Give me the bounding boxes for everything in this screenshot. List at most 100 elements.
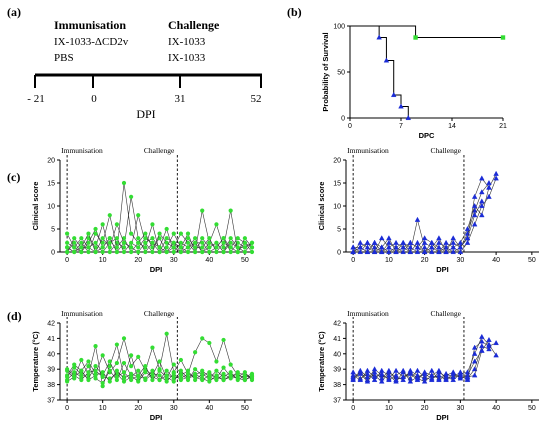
data-point [150, 222, 155, 227]
y-tick-label: 10 [47, 204, 55, 211]
data-point [114, 236, 119, 241]
data-point [386, 376, 392, 382]
data-point [86, 231, 91, 236]
y-tick-label: 15 [47, 181, 55, 188]
y-tick-label: 39 [47, 367, 55, 374]
data-point [107, 249, 112, 255]
data-point [193, 374, 198, 379]
data-point [79, 240, 84, 245]
data-point [121, 376, 127, 381]
data-point [414, 216, 421, 222]
data-point [72, 370, 77, 375]
data-point [379, 235, 385, 241]
data-point [500, 35, 506, 40]
data-point [171, 374, 176, 379]
y-tick-label: 5 [337, 227, 341, 234]
data-point [65, 367, 70, 372]
data-point [242, 373, 247, 378]
data-point [171, 240, 176, 245]
data-point [471, 221, 478, 227]
x-tick-label: 40 [205, 405, 213, 412]
data-point [242, 236, 247, 241]
data-point [249, 374, 255, 379]
data-point [79, 368, 84, 373]
immunisation-annotation: Immunisation [61, 309, 103, 318]
data-point [79, 357, 84, 363]
data-point [393, 239, 399, 245]
x-tick-label: 20 [421, 257, 429, 264]
y-tick-label: 15 [333, 181, 341, 188]
data-point [457, 248, 464, 255]
data-point [178, 373, 183, 378]
data-point [100, 373, 105, 378]
data-point [178, 240, 183, 245]
data-point [114, 374, 119, 379]
data-point [86, 249, 91, 255]
x-tick-label: 7 [399, 123, 403, 130]
data-point [114, 360, 119, 366]
data-point [357, 239, 364, 245]
y-axis-label: Clinical score [31, 182, 40, 231]
data-point [486, 193, 492, 199]
data-point [357, 244, 364, 250]
timeline-row1-challenge: IX-1033 [168, 36, 206, 48]
data-point [429, 244, 435, 250]
x-axis-label: DPI [436, 265, 449, 274]
x-tick-label: 0 [65, 257, 69, 264]
data-point [228, 240, 233, 245]
x-tick-label: 10 [385, 257, 393, 264]
data-point [129, 240, 134, 245]
data-point [436, 372, 442, 378]
data-point [114, 245, 119, 250]
data-point [371, 248, 378, 255]
data-point [107, 240, 112, 245]
data-point [379, 378, 385, 384]
data-point [178, 376, 183, 381]
data-point [150, 249, 155, 255]
data-point [72, 374, 77, 379]
data-point [136, 354, 141, 359]
data-point [421, 235, 428, 241]
data-point [143, 376, 148, 381]
data-point [436, 244, 442, 250]
data-point [65, 379, 70, 384]
x-tick-label: 0 [65, 405, 69, 412]
data-point [493, 175, 499, 181]
data-point [364, 378, 371, 384]
data-point [185, 231, 191, 236]
y-tick-label: 0 [341, 116, 345, 123]
data-point [193, 367, 198, 372]
data-point [228, 362, 233, 367]
timeline-row1-immunisation: IX-1033-ΔCD2v [54, 36, 129, 48]
immunisation-annotation: Immunisation [347, 309, 389, 318]
data-point [450, 235, 456, 241]
data-point [214, 359, 219, 364]
data-point [421, 248, 428, 255]
data-point [429, 372, 435, 378]
data-point [371, 369, 378, 375]
data-point [228, 249, 233, 255]
data-point [129, 353, 134, 358]
data-point [178, 249, 183, 255]
data-point [214, 377, 219, 383]
data-point [371, 239, 378, 245]
y-tick-label: 0 [337, 250, 341, 257]
data-point [72, 249, 77, 255]
data-point [400, 239, 406, 245]
data-point [136, 245, 141, 250]
data-point [207, 340, 212, 346]
data-point [164, 368, 169, 373]
timeline-row2-immunisation: PBS [54, 52, 74, 64]
data-point [471, 350, 478, 356]
data-point [143, 240, 148, 245]
data-point [414, 375, 421, 381]
data-point [79, 245, 84, 250]
data-point [413, 35, 418, 40]
data-point [364, 248, 371, 255]
data-point [207, 370, 212, 375]
data-point [457, 244, 464, 250]
data-point [379, 248, 385, 255]
data-point [457, 373, 464, 379]
data-point [185, 368, 191, 373]
data-point [129, 374, 134, 379]
